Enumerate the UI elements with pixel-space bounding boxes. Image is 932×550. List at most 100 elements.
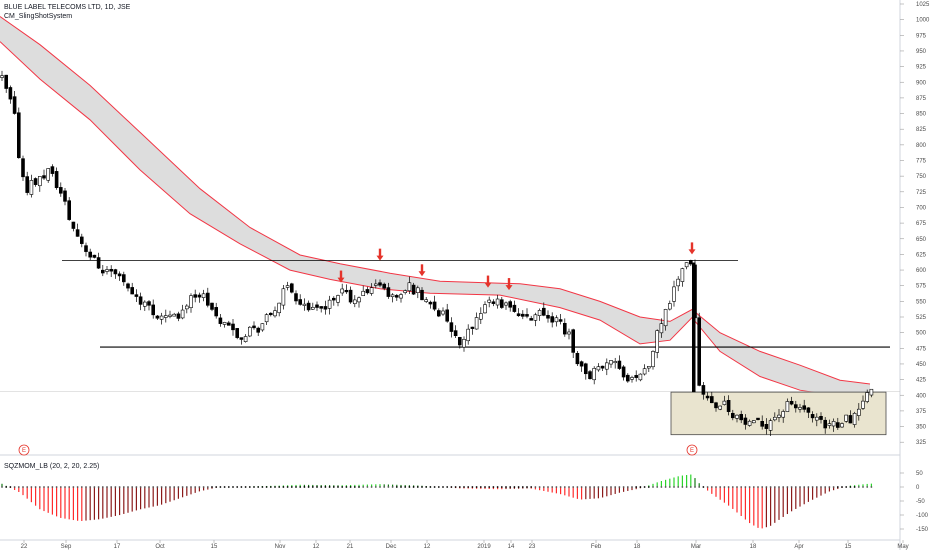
candle-down — [709, 396, 714, 404]
squeeze-dot — [433, 486, 436, 488]
squeeze-dot — [685, 486, 688, 488]
indicator-label: CM_SlingShotSystem — [4, 13, 73, 20]
price-axis-label: 575 — [916, 284, 927, 290]
price-axis-label: 375 — [916, 409, 927, 415]
squeeze-dot — [135, 486, 138, 488]
squeeze-dot — [442, 486, 444, 488]
squeeze-dot — [437, 486, 440, 488]
squeeze-dot — [568, 486, 570, 488]
candle-up — [667, 303, 672, 310]
price-axis-label: 875 — [916, 96, 927, 102]
candle-down — [101, 269, 105, 274]
squeeze-dot — [85, 486, 87, 488]
candle-down — [546, 314, 550, 319]
candle-up — [462, 339, 466, 348]
candle-down — [436, 310, 441, 317]
candle-down — [810, 414, 815, 419]
earnings-event-icon — [686, 444, 698, 456]
candle-up — [495, 298, 500, 306]
squeeze-dot — [862, 486, 864, 488]
candle-down — [315, 304, 319, 308]
candle-down — [705, 395, 710, 399]
squeeze-dot — [715, 486, 717, 488]
candle-down — [793, 404, 798, 409]
squeeze-dot — [815, 486, 818, 488]
price-axis-label: 825 — [916, 127, 927, 133]
candle-down — [21, 158, 25, 178]
candle-up — [172, 313, 176, 317]
squeeze-dot — [857, 486, 860, 488]
candle-up — [751, 420, 756, 424]
time-axis-label: Mar — [691, 544, 701, 550]
squeeze-dot — [303, 486, 306, 488]
squeeze-dot — [597, 486, 600, 488]
candle-up — [327, 299, 332, 309]
squeeze-dot — [845, 486, 848, 488]
candle-up — [663, 309, 668, 327]
squeeze-dot — [778, 486, 780, 488]
candle-up — [567, 331, 571, 335]
candle-down — [529, 318, 534, 321]
squeeze-dot — [677, 486, 680, 488]
squeeze-dot — [731, 486, 734, 488]
squeeze-dot — [421, 486, 423, 488]
squeeze-dot — [332, 486, 335, 488]
momentum-axis-label: -50 — [916, 499, 925, 505]
candle-down — [218, 317, 223, 324]
price-axis-label: 800 — [916, 143, 927, 149]
candle-down — [432, 301, 437, 310]
candle-down — [835, 422, 840, 428]
candle-up — [478, 313, 483, 320]
candle-down — [231, 323, 235, 331]
squeeze-dot — [320, 486, 323, 488]
squeeze-dot — [673, 486, 675, 488]
candle-down — [268, 312, 273, 316]
squeeze-dot — [244, 486, 247, 488]
candle-down — [378, 282, 382, 286]
squeeze-dot — [526, 486, 528, 488]
squeeze-dot — [748, 486, 751, 488]
squeeze-dot — [43, 486, 45, 488]
candle-down — [298, 299, 303, 305]
squeeze-dot — [463, 486, 465, 488]
squeeze-dot — [59, 486, 62, 488]
candle-down — [789, 400, 794, 405]
squeeze-dot — [72, 486, 75, 488]
sell-arrow-icon — [505, 285, 513, 291]
candle-up — [869, 388, 874, 396]
price-axis-label: 650 — [916, 237, 927, 243]
candle-up — [672, 286, 676, 302]
time-axis-label: 14 — [508, 544, 515, 550]
candle-up — [0, 75, 4, 78]
candle-down — [117, 273, 122, 277]
squeeze-dot — [740, 486, 743, 488]
squeeze-dot — [605, 486, 608, 488]
squeeze-dot — [404, 486, 407, 488]
time-axis-label: Sep — [61, 544, 72, 550]
candle-down — [756, 417, 760, 420]
price-axis-label: 525 — [916, 315, 927, 321]
candle-down — [764, 423, 769, 429]
earnings-event-label: E — [22, 448, 26, 454]
squeeze-dot — [341, 486, 344, 488]
squeeze-dot — [752, 486, 755, 488]
squeeze-dot — [215, 486, 218, 488]
candle-down — [25, 176, 30, 193]
squeeze-dot — [55, 486, 58, 488]
candle-up — [676, 278, 681, 287]
candle-down — [760, 421, 765, 427]
squeeze-dot — [425, 486, 428, 488]
candles — [0, 70, 874, 437]
squeeze-dot — [316, 486, 318, 488]
candle-up — [264, 314, 269, 323]
sell-arrow-icon — [376, 255, 384, 261]
candle-down — [42, 175, 46, 179]
time-axis-label: 17 — [114, 544, 121, 550]
squeeze-dot — [358, 486, 360, 488]
earnings-event-label: E — [690, 448, 694, 454]
time-axis-label: Feb — [591, 544, 602, 550]
squeeze-dot — [555, 486, 558, 488]
candle-down — [508, 301, 513, 308]
squeeze-dot — [681, 486, 684, 488]
